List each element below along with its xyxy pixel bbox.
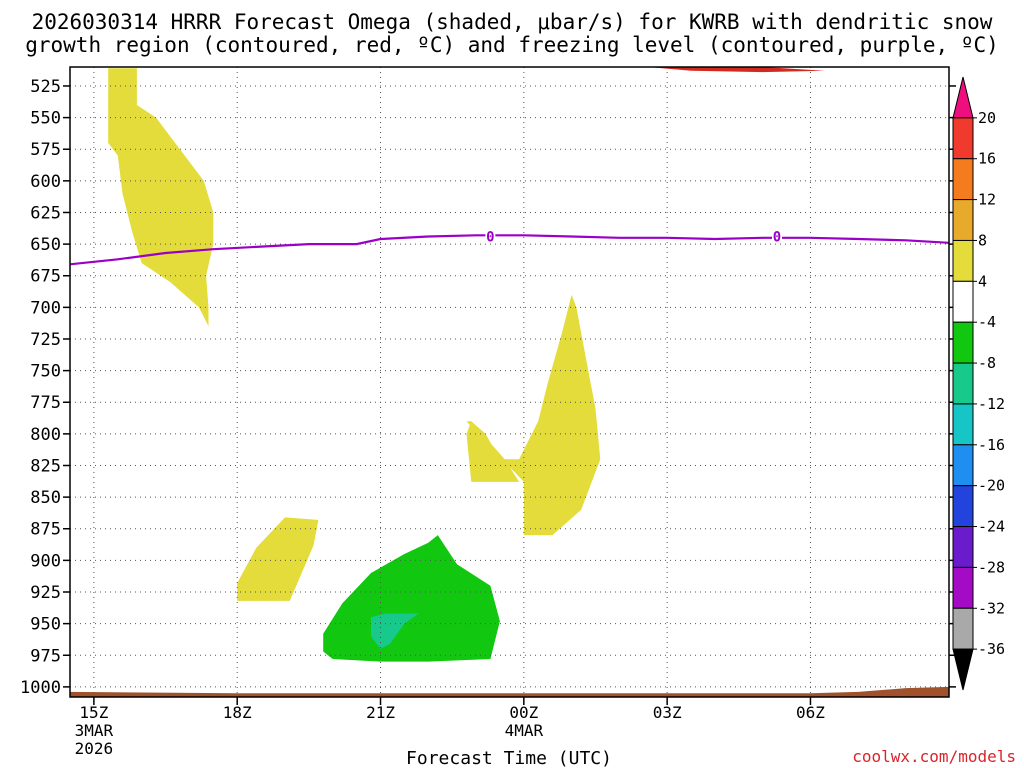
x-tick-label-06Z: 06Z	[796, 703, 825, 722]
y-tick-label-800: 800	[30, 425, 61, 445]
x-tick-year: 2026	[75, 739, 114, 758]
colorbar-label: 20	[978, 109, 996, 127]
x-tick-label-15Z: 15Z	[79, 703, 108, 722]
colorbar: 20 16 12 8 4 -4 -8 -12 -16 -20 -24 -28 -32 -36	[952, 76, 1005, 691]
colorbar-swatch	[952, 444, 974, 487]
freezing-level-label-bg	[485, 228, 496, 243]
y-tick-label-525: 525	[30, 77, 61, 97]
y-tick-label-600: 600	[30, 172, 61, 192]
colorbar-swatch	[952, 607, 974, 650]
colorbar-swatch	[952, 280, 974, 323]
colorbar-label: 12	[978, 191, 996, 209]
freezing-level-label: 0	[773, 229, 781, 245]
x-tick-date-3MAR: 3MAR	[75, 721, 114, 740]
x-tick-label-03Z: 03Z	[653, 703, 682, 722]
colorbar-label: -8	[978, 354, 996, 372]
upward-motion-4-8-b	[237, 517, 319, 601]
colorbar-bottom-arrow	[952, 648, 974, 691]
chart-title-line-1: 2026030314 HRRR Forecast Omega (shaded, …	[31, 10, 993, 34]
y-tick-label-750: 750	[30, 362, 61, 382]
colorbar-label: -32	[978, 599, 1005, 617]
credit-text[interactable]: coolwx.com/models	[852, 747, 1016, 766]
y-tick-label-650: 650	[30, 235, 61, 255]
x-axis-title: Forecast Time (UTC)	[406, 748, 612, 768]
y-tick-label-675: 675	[30, 267, 61, 287]
colorbar-swatch	[952, 158, 974, 201]
y-tick-label-825: 825	[30, 456, 61, 476]
y-tick-label-575: 575	[30, 140, 61, 160]
colorbar-swatch	[952, 485, 974, 528]
downward-motion-neg8-neg12	[371, 613, 419, 649]
omega-shading-layer	[70, 67, 949, 697]
colorbar-label: -4	[978, 313, 996, 331]
y-tick-label-625: 625	[30, 203, 61, 223]
colorbar-swatch	[952, 199, 974, 241]
x-tick-label-18Z: 18Z	[223, 703, 252, 722]
colorbar-label: 16	[978, 150, 996, 168]
y-tick-label-900: 900	[30, 551, 61, 571]
y-tick-label-1000: 1000	[20, 678, 61, 698]
y-axis: 525 550 575 600 625 650 675 700 725 750 775 800 825 8…	[20, 77, 956, 698]
colorbar-swatch	[952, 117, 974, 160]
colorbar-swatch	[952, 239, 974, 282]
x-tick-label-00Z: 00Z	[509, 703, 538, 722]
colorbar-label: 4	[978, 272, 987, 290]
upward-motion-4-8-d	[466, 421, 520, 482]
colorbar-label: -28	[978, 558, 1005, 576]
grid-layer	[70, 67, 949, 697]
y-tick-label-850: 850	[30, 488, 61, 508]
colorbar-swatch	[952, 566, 974, 609]
freezing-level-label-bg	[772, 228, 783, 243]
colorbar-label: -16	[978, 436, 1005, 454]
y-tick-label-725: 725	[30, 330, 61, 350]
colorbar-swatch	[952, 321, 974, 364]
colorbar-swatch	[952, 526, 974, 568]
downward-motion-neg4-neg8	[323, 535, 500, 662]
dendritic-growth-zone	[648, 67, 825, 73]
freezing-level-label: 0	[486, 229, 494, 245]
y-tick-label-700: 700	[30, 298, 61, 318]
y-tick-label-875: 875	[30, 520, 61, 540]
colorbar-label: 8	[978, 231, 987, 249]
y-tick-label-975: 975	[30, 646, 61, 666]
x-tick-label-21Z: 21Z	[366, 703, 395, 722]
colorbar-label: -24	[978, 518, 1005, 536]
upward-motion-4-8-a	[108, 68, 214, 327]
colorbar-label: -20	[978, 477, 1005, 495]
y-tick-label-925: 925	[30, 583, 61, 603]
x-tick-date-4MAR: 4MAR	[505, 721, 544, 740]
y-tick-label-950: 950	[30, 615, 61, 635]
colorbar-swatch	[952, 403, 974, 446]
plot-frame	[69, 66, 950, 698]
colorbar-label: -36	[978, 640, 1005, 658]
surface-terrain	[70, 686, 949, 697]
freezing-level-line	[70, 234, 949, 266]
upward-motion-4-8-c	[466, 294, 601, 536]
colorbar-label: -12	[978, 395, 1005, 413]
y-tick-label-775: 775	[30, 393, 61, 413]
colorbar-top-arrow	[952, 76, 974, 119]
chart-title-line-2: growth region (contoured, red, ºC) and f…	[25, 33, 999, 57]
colorbar-swatch	[952, 362, 974, 405]
y-tick-label-550: 550	[30, 109, 61, 129]
